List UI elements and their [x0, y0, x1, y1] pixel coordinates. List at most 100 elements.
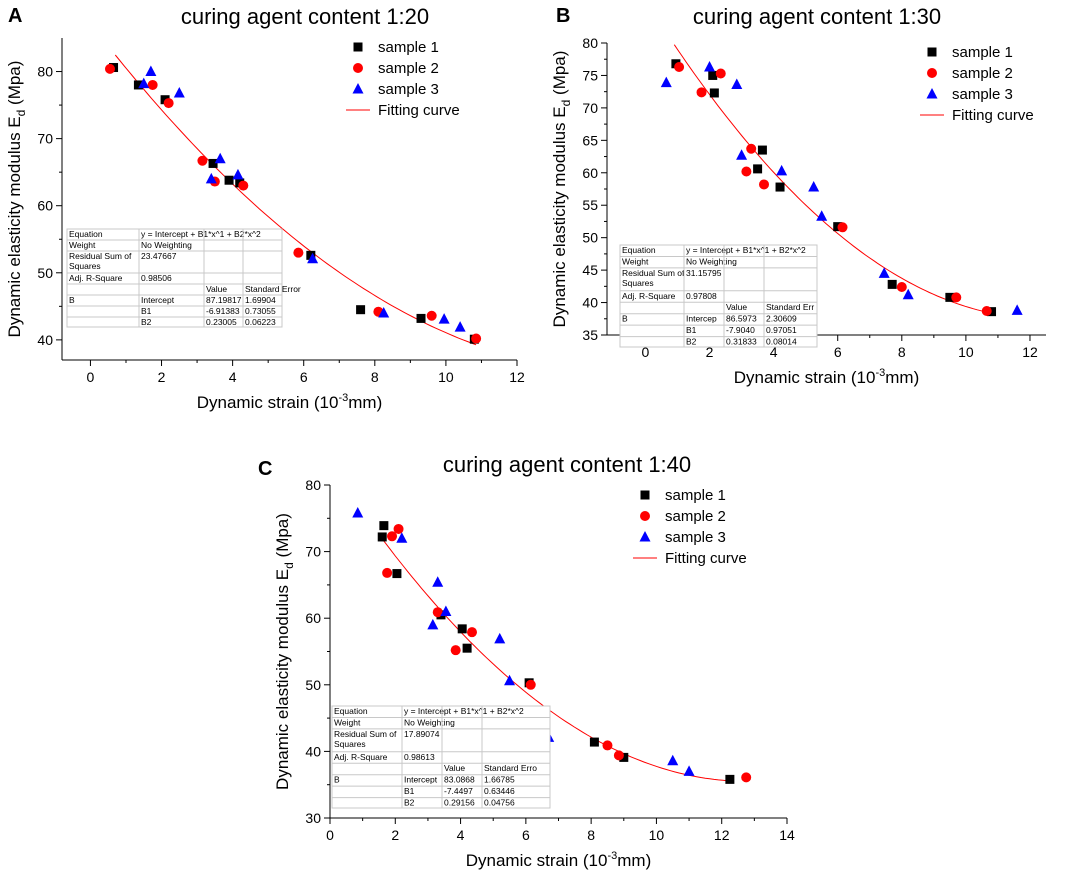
- data-point-sample-1: [416, 313, 426, 323]
- stats-table-cell: 2.30609: [766, 314, 797, 324]
- stats-table: Equation y = Intercept + B1*x^1 + B2*x^2 W…: [66, 228, 301, 328]
- stats-table-cell: -6.91383: [206, 306, 240, 316]
- data-point-sample-3: [504, 674, 516, 686]
- data-point-sample-1: [379, 521, 389, 531]
- y-axis-label-tail: (Mpa): [550, 51, 569, 100]
- data-point-sample-3: [205, 172, 217, 184]
- stats-table-cell: -7.9040: [726, 325, 755, 335]
- stats-table: Equation y = Intercept + B1*x^1 + B2*x^2 W…: [619, 244, 818, 348]
- data-point-sample-1: [377, 532, 387, 542]
- stats-table-cell: Adj. R-Square: [622, 291, 676, 301]
- legend-label: sample 1: [378, 39, 439, 56]
- panel-letter: C: [258, 458, 272, 480]
- stats-table-cell: B1: [404, 786, 415, 796]
- y-axis-label-sub: d: [559, 100, 573, 107]
- legend-marker: [639, 531, 651, 542]
- stats-table-cell: 87.19817: [206, 295, 242, 305]
- data-point-sample-3: [440, 605, 452, 617]
- stats-cell-line: Squares: [69, 261, 101, 271]
- legend-label: sample 1: [952, 44, 1013, 61]
- data-point-sample-1: [356, 305, 366, 315]
- data-point-sample-2: [837, 222, 848, 233]
- y-tick-label: 55: [582, 197, 598, 213]
- x-tick-label: 2: [706, 344, 714, 360]
- legend-label: sample 1: [665, 487, 726, 504]
- data-point-sample-1: [709, 88, 719, 98]
- x-axis-label: Dynamic strain (10-3mm): [734, 367, 919, 387]
- data-point-sample-1: [708, 70, 718, 80]
- stats-table-frame: [619, 244, 818, 348]
- stats-table-cell: Weight: [622, 256, 649, 266]
- y-tick-label: 70: [582, 100, 598, 116]
- data-point-sample-2: [741, 772, 752, 783]
- y-tick-label: 70: [37, 131, 53, 147]
- stats-table-cell: Value: [726, 302, 747, 312]
- stats-table-cell: 23.47667: [141, 251, 177, 261]
- stats-table-cell: Standard Err: [766, 302, 814, 312]
- stats-table-cell: 0.98613: [404, 752, 435, 762]
- data-point-sample-3: [138, 77, 150, 89]
- stats-table-cell: 1.69904: [245, 295, 276, 305]
- stats-table-cell: 1.66785: [484, 775, 515, 785]
- data-point-sample-2: [104, 63, 115, 74]
- data-point-sample-3: [816, 210, 828, 221]
- y-tick-label: 80: [582, 35, 598, 51]
- data-point-sample-1: [619, 752, 629, 762]
- stats-table-cell: Intercep: [686, 314, 717, 324]
- legend-marker: [927, 47, 937, 57]
- x-axis-label-tail: mm): [348, 393, 382, 412]
- x-tick-label: 4: [770, 344, 778, 360]
- data-point-sample-1: [306, 250, 316, 260]
- data-point-sample-3: [454, 321, 466, 332]
- legend-marker: [352, 83, 364, 94]
- stats-table-cell: Standard Error: [245, 284, 301, 294]
- chart-title: curing agent content 1:40: [443, 452, 691, 477]
- stats-table-cell: 0.63446: [484, 786, 515, 796]
- data-point-sample-3: [438, 313, 450, 324]
- data-point-sample-3: [736, 149, 748, 160]
- stats-table-cell: y = Intercept + B1*x^1 + B2*x^2: [141, 229, 261, 239]
- data-point-sample-3: [494, 632, 506, 644]
- data-point-sample-2: [525, 679, 536, 690]
- legend-marker: [640, 511, 650, 521]
- y-tick-label: 60: [582, 165, 598, 181]
- x-tick-label: 8: [898, 344, 906, 360]
- stats-table-cell: 0.23005: [206, 317, 237, 327]
- stats-table-cell: 0.73055: [245, 306, 276, 316]
- data-point-sample-3: [808, 181, 820, 192]
- legend-marker: [640, 490, 650, 500]
- legend-marker: [927, 68, 937, 78]
- x-tick-label: 8: [371, 369, 379, 385]
- chart-title: curing agent content 1:20: [181, 4, 429, 29]
- legend-label: sample 2: [378, 60, 439, 77]
- panel-letter: B: [556, 5, 570, 27]
- legend-label: Fitting curve: [665, 550, 747, 567]
- data-point-sample-1: [133, 80, 143, 90]
- stats-table-cell: Residual Sum of Squares: [69, 251, 132, 271]
- y-axis-label: Dynamic elasticity modulus Ed (Mpa): [550, 51, 573, 328]
- stats-table-cell: Equation: [69, 229, 103, 239]
- y-tick-label: 40: [37, 332, 53, 348]
- x-tick-label: 12: [509, 369, 525, 385]
- stats-table-cell: 0.97808: [686, 291, 717, 301]
- x-tick-label: 10: [958, 344, 974, 360]
- x-tick-label: 0: [326, 827, 334, 843]
- y-tick-label: 40: [582, 295, 598, 311]
- data-point-sample-3: [660, 76, 672, 88]
- x-axis-label-main: Dynamic strain (10: [197, 393, 339, 412]
- stats-table-cell: 31.15795: [686, 268, 722, 278]
- data-point-sample-1: [725, 774, 735, 784]
- stats-table-cell: B: [622, 314, 628, 324]
- stats-table-cell: Adj. R-Square: [69, 273, 123, 283]
- data-point-sample-2: [613, 750, 624, 761]
- stats-table-cell: B: [334, 775, 340, 785]
- stats-table-cell: No Weighting: [404, 717, 455, 727]
- legend-label: sample 3: [378, 81, 439, 98]
- data-point-sample-2: [746, 143, 757, 154]
- chart-title: curing agent content 1:30: [693, 4, 941, 29]
- data-point-sample-2: [293, 247, 304, 258]
- data-point-sample-3: [396, 532, 408, 543]
- stats-table-cell: B2: [686, 337, 697, 347]
- legend: sample 1 sample 2 sample 3 Fitting curve: [346, 39, 460, 119]
